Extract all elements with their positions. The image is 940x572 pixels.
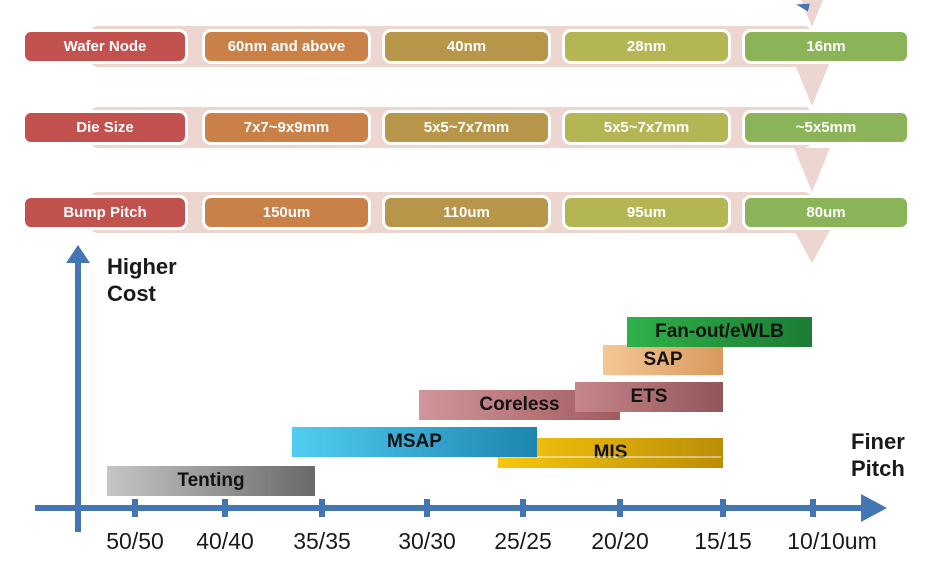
roadmap-cell: 16nm — [742, 29, 910, 64]
down-arrow-icon — [794, 148, 830, 192]
roadmap-row-label-die-size: Die Size — [22, 110, 188, 145]
roadmap-cell: 150um — [202, 195, 371, 230]
x-axis-tick-label: 40/40 — [196, 528, 254, 554]
roadmap-cell: 110um — [382, 195, 551, 230]
x-axis-tick-label: 20/20 — [591, 528, 649, 554]
tech-bar-label: SAP — [643, 349, 683, 370]
x-axis-tick-label: 10/10um — [787, 528, 877, 554]
x-axis-tick — [319, 499, 325, 517]
tech-bar-label: MSAP — [387, 431, 442, 452]
x-axis-tick — [520, 499, 526, 517]
roadmap-cell: 7x7~9x9mm — [202, 110, 371, 145]
down-arrow-icon — [794, 230, 830, 263]
x-axis-tick — [617, 499, 623, 517]
roadmap-cell: 5x5~7x7mm — [382, 110, 551, 145]
roadmap-row-label-bump-pitch: Bump Pitch — [22, 195, 188, 230]
x-axis-tick-label: 50/50 — [106, 528, 164, 554]
roadmap-cell: 80um — [742, 195, 910, 230]
roadmap-cell: 5x5~7x7mm — [562, 110, 731, 145]
tech-bar-label: Coreless — [479, 394, 560, 415]
x-axis-tick — [810, 499, 816, 517]
x-axis-tick — [222, 499, 228, 517]
y-axis-line — [75, 262, 81, 532]
x-axis-tick-label: 35/35 — [293, 528, 351, 554]
x-axis-line — [35, 505, 863, 511]
x-axis-tick-label: 15/15 — [694, 528, 752, 554]
x-axis-tick-label: 30/30 — [398, 528, 456, 554]
x-axis-tick — [132, 499, 138, 517]
tech-bar-sap: SAP — [603, 345, 723, 375]
roadmap-row-label-wafer-node: Wafer Node — [22, 29, 188, 64]
x-axis-tick-label: 25/25 — [494, 528, 552, 554]
roadmap-cell: ~5x5mm — [742, 110, 910, 145]
down-arrow-icon — [794, 0, 830, 27]
tech-bar-label: ETS — [630, 386, 668, 407]
roadmap-cell: 40nm — [382, 29, 551, 64]
x-axis-tick — [720, 499, 726, 517]
x-axis-arrow-icon — [861, 494, 887, 522]
x-axis-caption: Finer Pitch — [851, 429, 905, 481]
tech-bar-tenting: Tenting — [107, 466, 315, 496]
tech-bar-label: Tenting — [177, 470, 245, 491]
roadmap-cell: 60nm and above — [202, 29, 371, 64]
down-arrow-icon — [794, 62, 830, 106]
y-axis-arrow-icon — [66, 245, 90, 263]
x-axis-tick — [424, 499, 430, 517]
tech-bar-label: MIS — [593, 442, 628, 463]
y-axis-caption: Higher Cost — [107, 254, 177, 306]
tech-bar-label: Fan-out/eWLB — [655, 321, 784, 342]
tech-bar-msap: MSAP — [292, 427, 537, 457]
roadmap-cell: 28nm — [562, 29, 731, 64]
tech-bar-fanout: Fan-out/eWLB — [627, 317, 812, 347]
roadmap-cell: 95um — [562, 195, 731, 230]
tech-bar-ets: ETS — [575, 382, 723, 412]
